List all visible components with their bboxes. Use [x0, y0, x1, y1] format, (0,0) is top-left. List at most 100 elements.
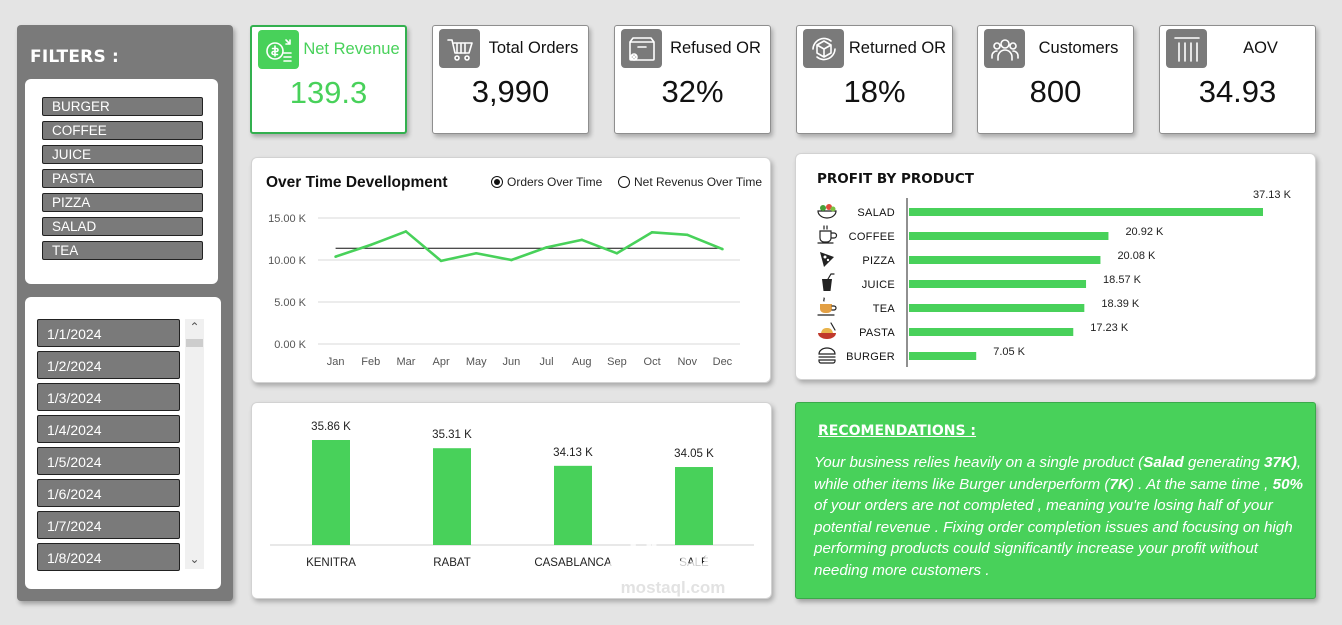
date-slicer: ⌃ ⌄ 1/1/2024 1/2/2024 1/3/2024 1/4/2024 1/5/…: [25, 297, 221, 589]
cart-icon: [439, 29, 480, 68]
city-category-label: SALÉ: [679, 556, 709, 569]
date-filter-item[interactable]: 1/7/2024: [37, 511, 180, 539]
burger-icon: [818, 347, 836, 364]
profit-value-label: 20.08 K: [1117, 250, 1156, 262]
orders-data-point: [580, 238, 584, 242]
city-bar: [312, 440, 350, 545]
line-chart: 0.00 K 5.00 K 10.00 K 15.00 K Jan Feb Mar Apr Ma…: [268, 213, 740, 368]
product-slicer: BURGER COFFEE JUICE PASTA PIZZA SALAD TEA: [25, 79, 218, 284]
date-filter-item[interactable]: 1/8/2024: [37, 543, 180, 571]
people-icon: [984, 29, 1025, 68]
return-icon: [803, 29, 844, 68]
orders-data-point: [369, 243, 373, 247]
kpi-value: 139.3: [289, 75, 368, 110]
city-bar-chart-card: 35.86 K KENITRA 35.31 K RABAT 34.13 K CASABLA…: [251, 402, 772, 599]
scroll-up-icon[interactable]: ⌃: [189, 320, 200, 334]
profit-bar: [909, 328, 1074, 336]
product-filter-coffee[interactable]: COFFEE: [42, 121, 203, 140]
city-bar: [433, 448, 471, 545]
profit-value-label: 18.57 K: [1103, 274, 1142, 286]
revenue-over-time-option[interactable]: Net Revenus Over Time: [618, 175, 762, 189]
profit-value-label: 37.13 K: [1253, 189, 1292, 201]
date-filter-item[interactable]: 1/6/2024: [37, 479, 180, 507]
date-filter-item[interactable]: 1/2/2024: [37, 351, 180, 379]
bars-icon: [1166, 29, 1207, 68]
money-icon: [258, 30, 299, 69]
city-category-label: RABAT: [433, 557, 471, 569]
x-tick-label: Nov: [677, 356, 697, 368]
over-time-title: Over Time Devellopment: [266, 174, 448, 191]
kpi-refused-or: Refused OR 32%: [614, 25, 771, 134]
orders-data-point: [510, 258, 513, 262]
kpi-label: AOV: [1243, 39, 1278, 57]
city-value-label: 35.31 K: [432, 429, 472, 441]
radio-unselected-icon: [618, 176, 630, 188]
recommendations-title: RECOMENDATIONS :: [818, 423, 977, 439]
profit-category-label: TEA: [873, 303, 896, 315]
orders-data-point: [474, 251, 478, 255]
city-category-label: KENITRA: [306, 557, 356, 569]
recommendations-card: RECOMENDATIONS : Your business relies he…: [795, 402, 1316, 599]
orders-data-point: [545, 246, 548, 249]
kpi-value: 18%: [843, 74, 906, 109]
x-tick-label: Mar: [396, 356, 415, 368]
orders-data-point: [650, 230, 654, 234]
profit-bar: [909, 280, 1087, 288]
profit-title: PROFIT BY PRODUCT: [817, 171, 974, 187]
city-bar: [675, 467, 713, 545]
radio-selected-icon: [491, 176, 503, 188]
scroll-down-icon[interactable]: ⌄: [189, 552, 200, 566]
y-tick-label: 0.00 K: [274, 339, 306, 351]
filters-panel: FILTERS : BURGER COFFEE JUICE PASTA PIZZA SAL…: [17, 25, 233, 601]
x-tick-label: May: [466, 356, 487, 368]
product-filter-pasta[interactable]: PASTA: [42, 169, 203, 188]
orders-data-point: [615, 251, 619, 255]
x-tick-label: Oct: [644, 356, 661, 368]
kpi-value: 34.93: [1198, 74, 1277, 109]
profit-bar: [909, 304, 1085, 312]
city-value-label: 35.86 K: [311, 421, 351, 433]
y-tick-label: 5.00 K: [274, 297, 306, 309]
x-tick-label: Feb: [361, 356, 380, 368]
x-tick-label: Jun: [503, 356, 521, 368]
filters-title: FILTERS :: [30, 47, 120, 67]
kpi-label: Total Orders: [488, 39, 579, 57]
product-filter-salad[interactable]: SALAD: [42, 217, 203, 236]
date-filter-item[interactable]: 1/3/2024: [37, 383, 180, 411]
product-filter-pizza[interactable]: PIZZA: [42, 193, 203, 212]
date-filter-item[interactable]: 1/1/2024: [37, 319, 180, 347]
profit-bar: [909, 208, 1263, 216]
date-filter-item[interactable]: 1/4/2024: [37, 415, 180, 443]
orders-over-time-option[interactable]: Orders Over Time: [491, 175, 602, 189]
date-scrollbar[interactable]: ⌃ ⌄: [185, 319, 204, 569]
date-filter-item[interactable]: 1/5/2024: [37, 447, 180, 475]
profit-category-label: JUICE: [862, 279, 895, 291]
orders-over-time-label: Orders Over Time: [507, 175, 603, 189]
profit-bar: [909, 352, 977, 360]
city-bar-chart: 35.86 K KENITRA 35.31 K RABAT 34.13 K CASABLA…: [270, 421, 754, 569]
salad-icon: [817, 204, 837, 219]
juice-icon: [822, 273, 835, 291]
product-filter-juice[interactable]: JUICE: [42, 145, 203, 164]
city-bar: [554, 465, 592, 545]
profit-category-label: BURGER: [846, 351, 895, 363]
orders-data-point: [685, 233, 689, 237]
kpi-net-revenue: Net Revenue 139.3: [250, 25, 407, 134]
profit-bar: [909, 256, 1101, 264]
product-filter-tea[interactable]: TEA: [42, 241, 203, 260]
scroll-thumb[interactable]: [186, 339, 203, 347]
pasta-icon: [818, 322, 836, 339]
profit-category-label: PASTA: [859, 327, 895, 339]
city-category-label: CASABLANCA: [534, 557, 612, 569]
orders-data-point: [404, 230, 408, 233]
orders-series-line: [335, 230, 723, 263]
kpi-total-orders: Total Orders 3,990: [432, 25, 589, 134]
x-tick-label: Apr: [433, 356, 450, 368]
kpi-label: Refused OR: [670, 39, 761, 57]
profit-value-label: 20.92 K: [1125, 226, 1164, 238]
product-filter-burger[interactable]: BURGER: [42, 97, 203, 116]
profit-bar: [909, 232, 1109, 240]
profit-value-label: 18.39 K: [1101, 298, 1140, 310]
over-time-chart-card: Over Time Devellopment Orders Over Time …: [251, 157, 771, 383]
city-value-label: 34.13 K: [553, 447, 593, 459]
